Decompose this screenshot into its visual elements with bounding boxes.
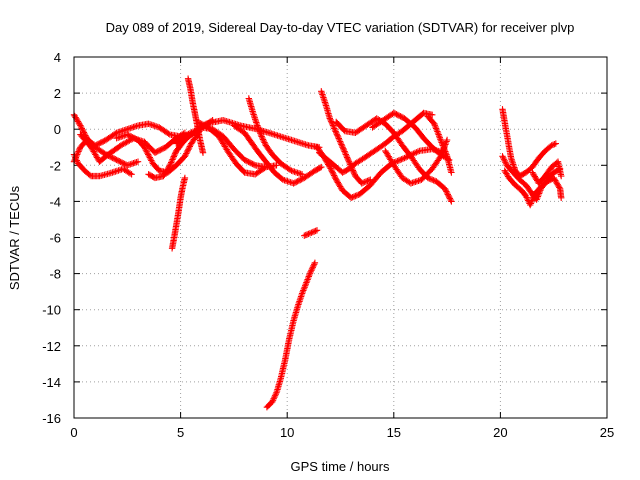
y-tick-label: 0 [54,122,61,137]
y-tick-label: -14 [42,375,61,390]
y-axis-label: SDTVAR / TECUs [7,185,22,290]
point-markers [168,174,189,252]
point-markers [313,144,446,201]
y-tick-label: -8 [49,267,61,282]
point-markers [529,158,565,187]
series-arc-22 [499,106,559,180]
y-tick-label: -6 [49,231,61,246]
y-tick-label: 4 [54,50,61,65]
point-markers [301,227,321,239]
y-tick-label: -10 [42,303,61,318]
x-axis-label: GPS time / hours [291,459,390,474]
series-arc-15 [318,88,374,187]
y-tick-label: -2 [49,158,61,173]
series-arc-25 [529,158,565,187]
x-tick-label: 0 [70,425,77,440]
data-points [70,75,565,411]
point-markers [424,113,455,176]
chart-title: Day 089 of 2019, Sidereal Day-to-day VTE… [106,20,575,35]
point-markers [184,75,207,156]
point-markers [194,118,270,178]
point-markers [230,122,325,187]
point-markers [318,88,374,187]
series-arc-8 [184,75,207,156]
point-markers [245,95,306,178]
x-tick-label: 25 [600,425,614,440]
series-arc-11 [194,118,270,178]
y-tick-label: 2 [54,86,61,101]
series-arc-13 [263,259,319,411]
point-markers [263,259,319,411]
y-tick-label: -12 [42,339,61,354]
series-arc-24 [501,167,565,209]
series-arc-17 [313,144,446,201]
point-markers [499,106,559,180]
x-tick-label: 10 [280,425,294,440]
grid-lines [74,57,607,418]
point-markers [501,167,565,209]
y-tick-label: -4 [49,194,61,209]
series-arc-14 [301,227,321,239]
y-tick-label: -16 [42,411,61,426]
series-arc-7 [168,174,189,252]
x-tick-label: 15 [387,425,401,440]
series-arc-10 [230,122,325,187]
x-tick-label: 20 [493,425,507,440]
series-arc-21 [424,113,455,176]
plot-frame [73,56,608,419]
x-tick-label: 5 [177,425,184,440]
series-arc-12 [245,95,306,178]
